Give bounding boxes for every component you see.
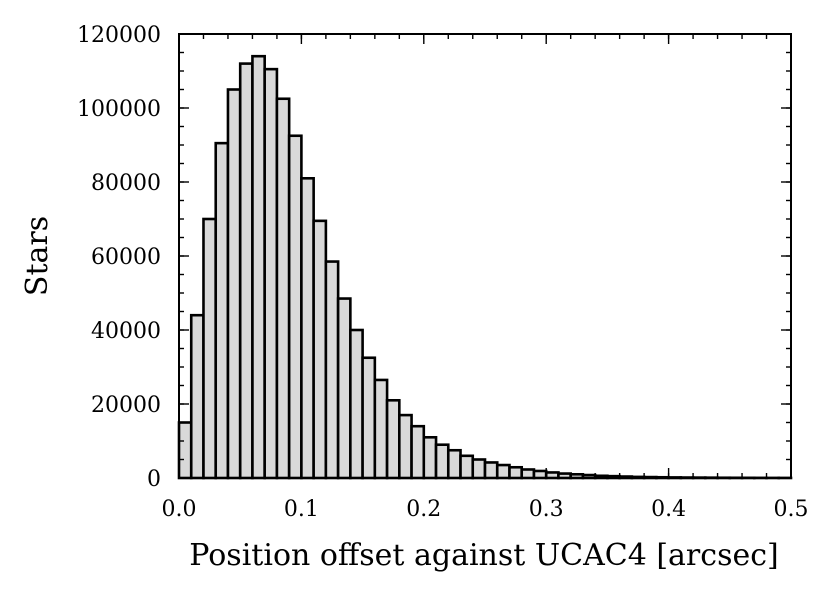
histogram-bar [410, 424, 426, 480]
y-tick-label: 0 [147, 467, 161, 492]
histogram-bar [312, 219, 328, 480]
histogram-bar [226, 88, 242, 480]
histogram-bar [189, 313, 205, 480]
histogram-bar [287, 134, 303, 480]
histogram-bar [214, 141, 230, 480]
histogram-bar [300, 177, 315, 480]
y-tick-label: 60000 [91, 245, 161, 270]
histogram-bar [446, 448, 462, 480]
histogram-bar [508, 465, 524, 480]
histogram-bar [177, 421, 193, 480]
y-tick-label: 20000 [91, 393, 161, 418]
x-axis-title: Position offset against UCAC4 [arcsec] [189, 538, 778, 573]
histogram-bar [349, 328, 364, 480]
histogram-bar [422, 435, 438, 480]
histogram-bar [385, 398, 401, 480]
histogram-bar [459, 454, 475, 480]
histogram-bar [238, 62, 254, 480]
x-tick-label: 0.2 [406, 497, 441, 522]
histogram-bar [373, 378, 389, 480]
histogram-bar [251, 54, 266, 480]
x-tick-label: 0.4 [651, 497, 686, 522]
histogram-bar [520, 468, 536, 480]
y-axis-title: Stars [20, 216, 55, 296]
histogram-bar [483, 461, 499, 480]
histogram-bar [495, 463, 511, 480]
histogram-bar [361, 356, 377, 480]
histogram-bar [336, 297, 352, 480]
y-tick-label: 100000 [77, 97, 161, 122]
y-tick-label: 40000 [91, 319, 161, 344]
y-tick-label: 80000 [91, 171, 161, 196]
histogram-bar [398, 413, 413, 480]
plot-frame [178, 33, 792, 479]
histogram-bar [434, 443, 450, 480]
x-tick-label: 0.5 [774, 497, 809, 522]
histogram-bar [202, 217, 218, 480]
histogram-bar [324, 260, 340, 480]
x-tick-label: 0.3 [529, 497, 564, 522]
histogram-bar [263, 67, 279, 480]
x-tick-label: 0.0 [162, 497, 197, 522]
bars-group [177, 54, 793, 480]
histogram-bar [532, 469, 548, 480]
y-tick-label: 120000 [77, 23, 161, 48]
histogram-bar [471, 458, 487, 480]
x-tick-label: 0.1 [284, 497, 319, 522]
tick-labels-group: 0.0 0.1 0.2 0.3 0.4 0.5 0 20000 40000 60000 80000 1… [77, 23, 808, 522]
histogram-bar [275, 97, 291, 480]
